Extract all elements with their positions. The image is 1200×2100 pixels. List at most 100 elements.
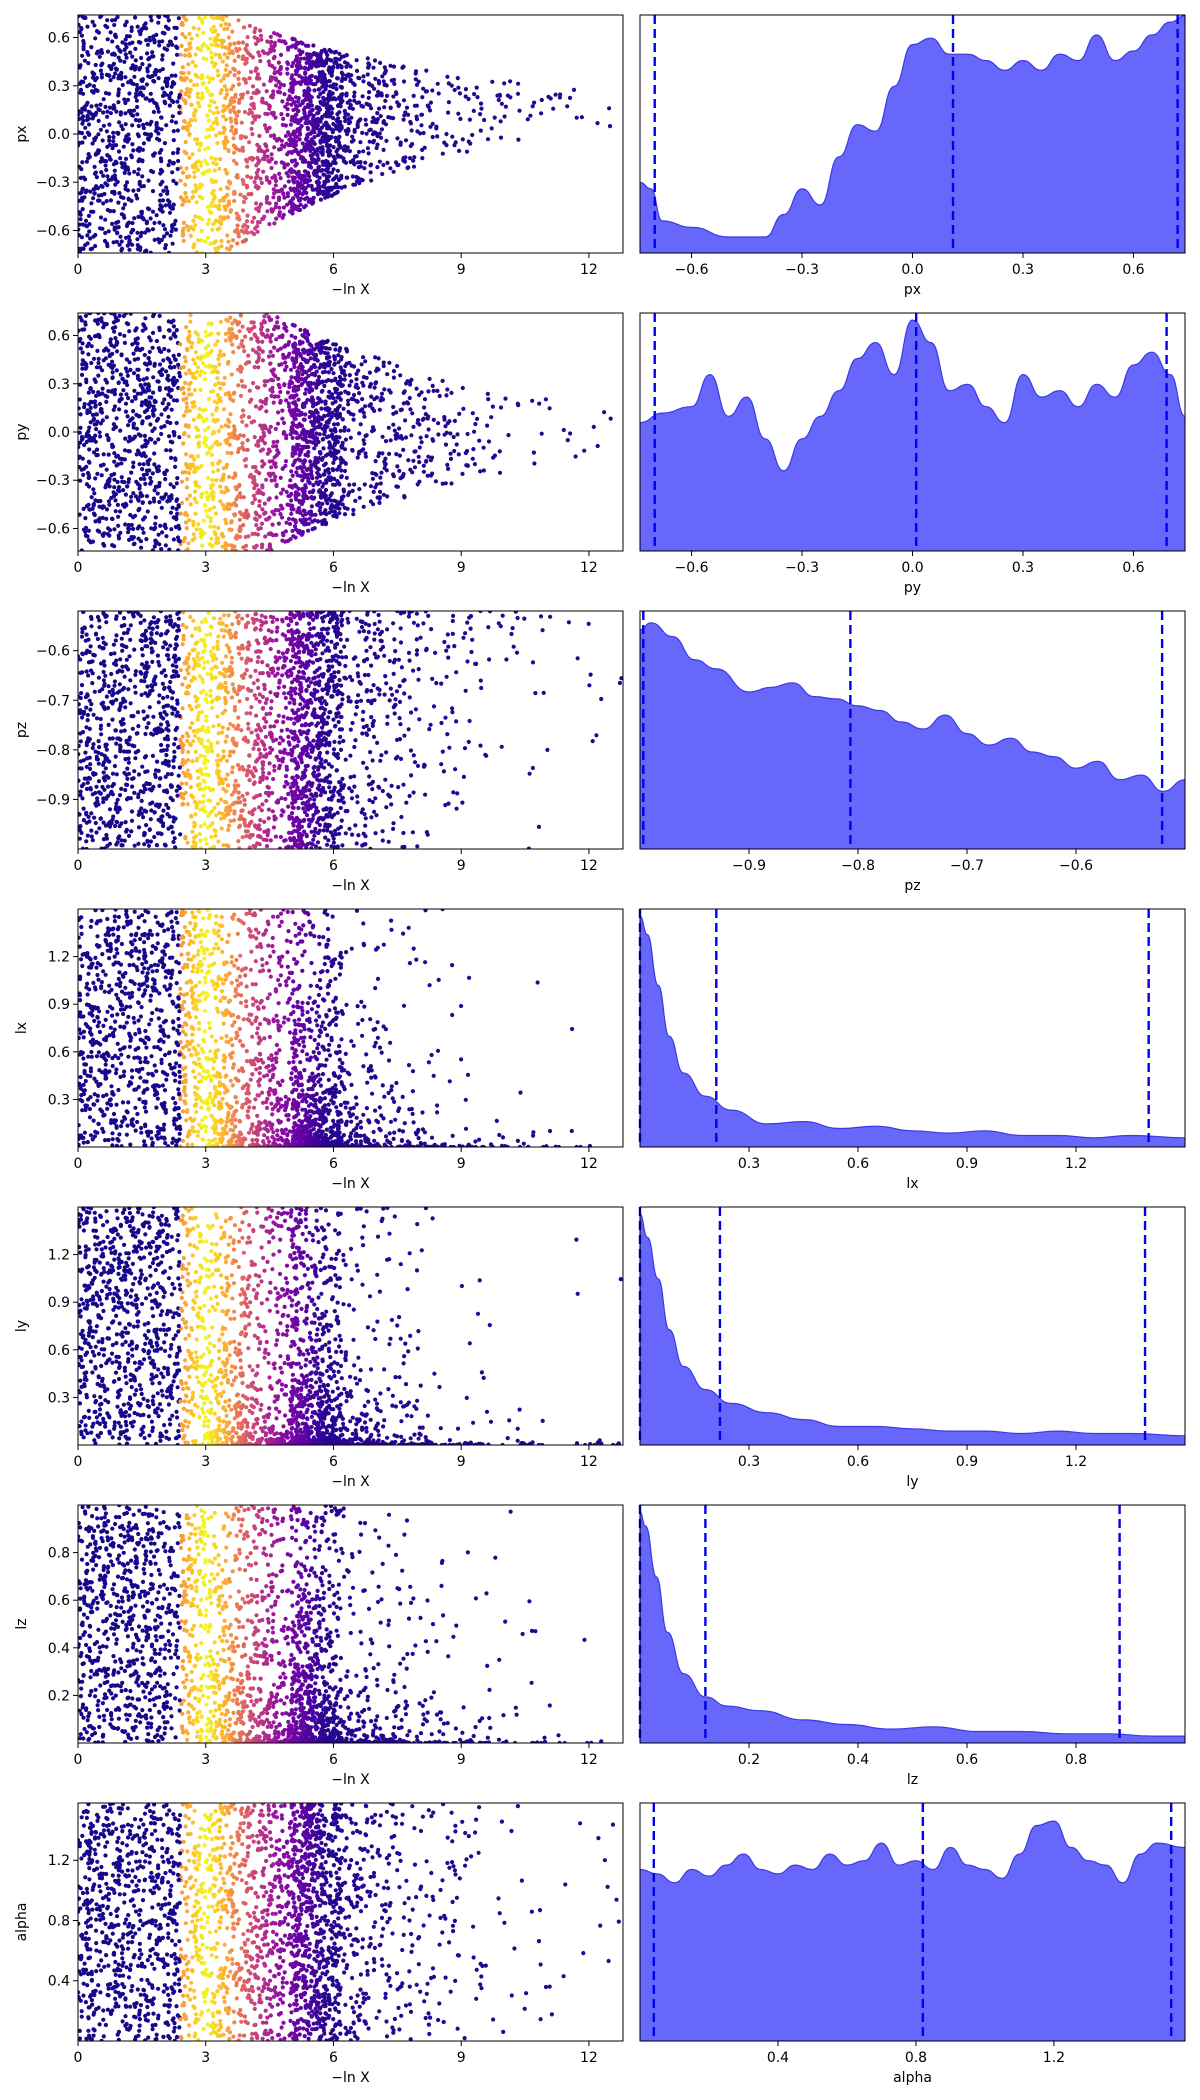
- scatter-point: [183, 182, 188, 187]
- scatter-point: [265, 51, 270, 56]
- scatter-point: [118, 49, 123, 54]
- scatter-point: [490, 404, 495, 409]
- scatter-point: [129, 25, 134, 30]
- scatter-point: [176, 503, 181, 508]
- scatter-point: [209, 444, 214, 449]
- scatter-point: [259, 545, 265, 550]
- scatter-point: [360, 104, 366, 109]
- scatter-point: [294, 423, 299, 428]
- scatter-point: [323, 461, 328, 466]
- scatter-point: [192, 457, 197, 462]
- scatter-point: [116, 536, 122, 541]
- scatter-point: [343, 363, 348, 369]
- scatter-point: [363, 160, 368, 165]
- scatter-point: [123, 186, 128, 192]
- scatter-point: [89, 344, 94, 349]
- scatter-point: [184, 89, 189, 95]
- scatter-point: [481, 445, 486, 450]
- scatter-point: [264, 313, 269, 316]
- scatter-point: [242, 458, 247, 463]
- scatter-point: [79, 167, 84, 172]
- scatter-point: [163, 543, 168, 548]
- scatter-point: [120, 165, 125, 170]
- scatter-point: [312, 134, 317, 140]
- scatter-point: [219, 87, 224, 93]
- scatter-point: [223, 21, 228, 26]
- scatter-point: [419, 123, 424, 128]
- scatter-point: [128, 499, 133, 504]
- scatter-point: [306, 352, 311, 357]
- scatter-point: [294, 393, 299, 398]
- scatter-point: [219, 489, 224, 494]
- scatter-point: [214, 105, 219, 110]
- scatter-point: [205, 205, 210, 210]
- scatter-point: [166, 43, 171, 48]
- scatter-point: [235, 175, 240, 180]
- scatter-point: [277, 212, 282, 217]
- scatter-point: [199, 463, 204, 468]
- scatter-point: [284, 398, 289, 403]
- scatter-point: [445, 74, 450, 79]
- scatter-point: [311, 157, 317, 162]
- scatter-point: [308, 148, 313, 154]
- scatter-point: [328, 493, 333, 498]
- scatter-point: [532, 100, 537, 105]
- scatter-point: [87, 82, 92, 87]
- scatter-point: [223, 67, 228, 72]
- scatter-point: [247, 140, 252, 145]
- scatter-point: [376, 356, 381, 361]
- scatter-point: [292, 524, 298, 529]
- scatter-point: [329, 170, 334, 175]
- scatter-point: [195, 365, 201, 370]
- scatter-point: [159, 159, 164, 164]
- scatter-point: [388, 166, 393, 171]
- scatter-point: [262, 123, 268, 128]
- scatter-point: [184, 409, 189, 414]
- scatter-point: [211, 120, 216, 125]
- scatter-point: [502, 114, 507, 119]
- scatter-point: [85, 534, 90, 539]
- scatter-point: [184, 195, 189, 200]
- scatter-point: [339, 70, 344, 75]
- scatter-point: [321, 162, 326, 167]
- scatter-point: [300, 155, 306, 160]
- scatter-point: [284, 171, 289, 176]
- scatter-point: [250, 84, 256, 89]
- scatter-point: [184, 526, 189, 531]
- scatter-point: [168, 205, 173, 210]
- scatter-point: [113, 336, 118, 341]
- scatter-point: [87, 425, 92, 430]
- scatter-point: [299, 423, 304, 428]
- scatter-point: [171, 178, 176, 183]
- scatter-point: [456, 111, 461, 116]
- scatter-point: [320, 114, 325, 119]
- scatter-point: [110, 221, 115, 226]
- scatter-point: [171, 375, 176, 380]
- scatter-point: [137, 486, 142, 491]
- scatter-point: [354, 179, 360, 184]
- scatter-point: [426, 389, 431, 394]
- scatter-point: [115, 44, 120, 50]
- scatter-point: [228, 116, 233, 121]
- scatter-point: [119, 475, 124, 480]
- scatter-point: [146, 414, 151, 420]
- scatter-point: [274, 495, 279, 500]
- scatter-point: [489, 126, 494, 131]
- scatter-point: [131, 409, 136, 414]
- scatter-point: [199, 238, 204, 243]
- scatter-point: [318, 505, 323, 510]
- scatter-point: [346, 428, 351, 433]
- scatter-point: [244, 157, 249, 162]
- scatter-point: [440, 481, 445, 486]
- scatter-point: [285, 390, 290, 395]
- scatter-point: [343, 389, 348, 394]
- scatter-point: [277, 362, 282, 367]
- scatter-point: [302, 350, 307, 355]
- scatter-point: [180, 229, 185, 234]
- scatter-point: [109, 313, 114, 316]
- scatter-point: [180, 202, 185, 207]
- scatter-point: [280, 99, 285, 104]
- scatter-point: [168, 510, 174, 515]
- scatter-point: [412, 155, 417, 160]
- scatter-point: [537, 401, 542, 406]
